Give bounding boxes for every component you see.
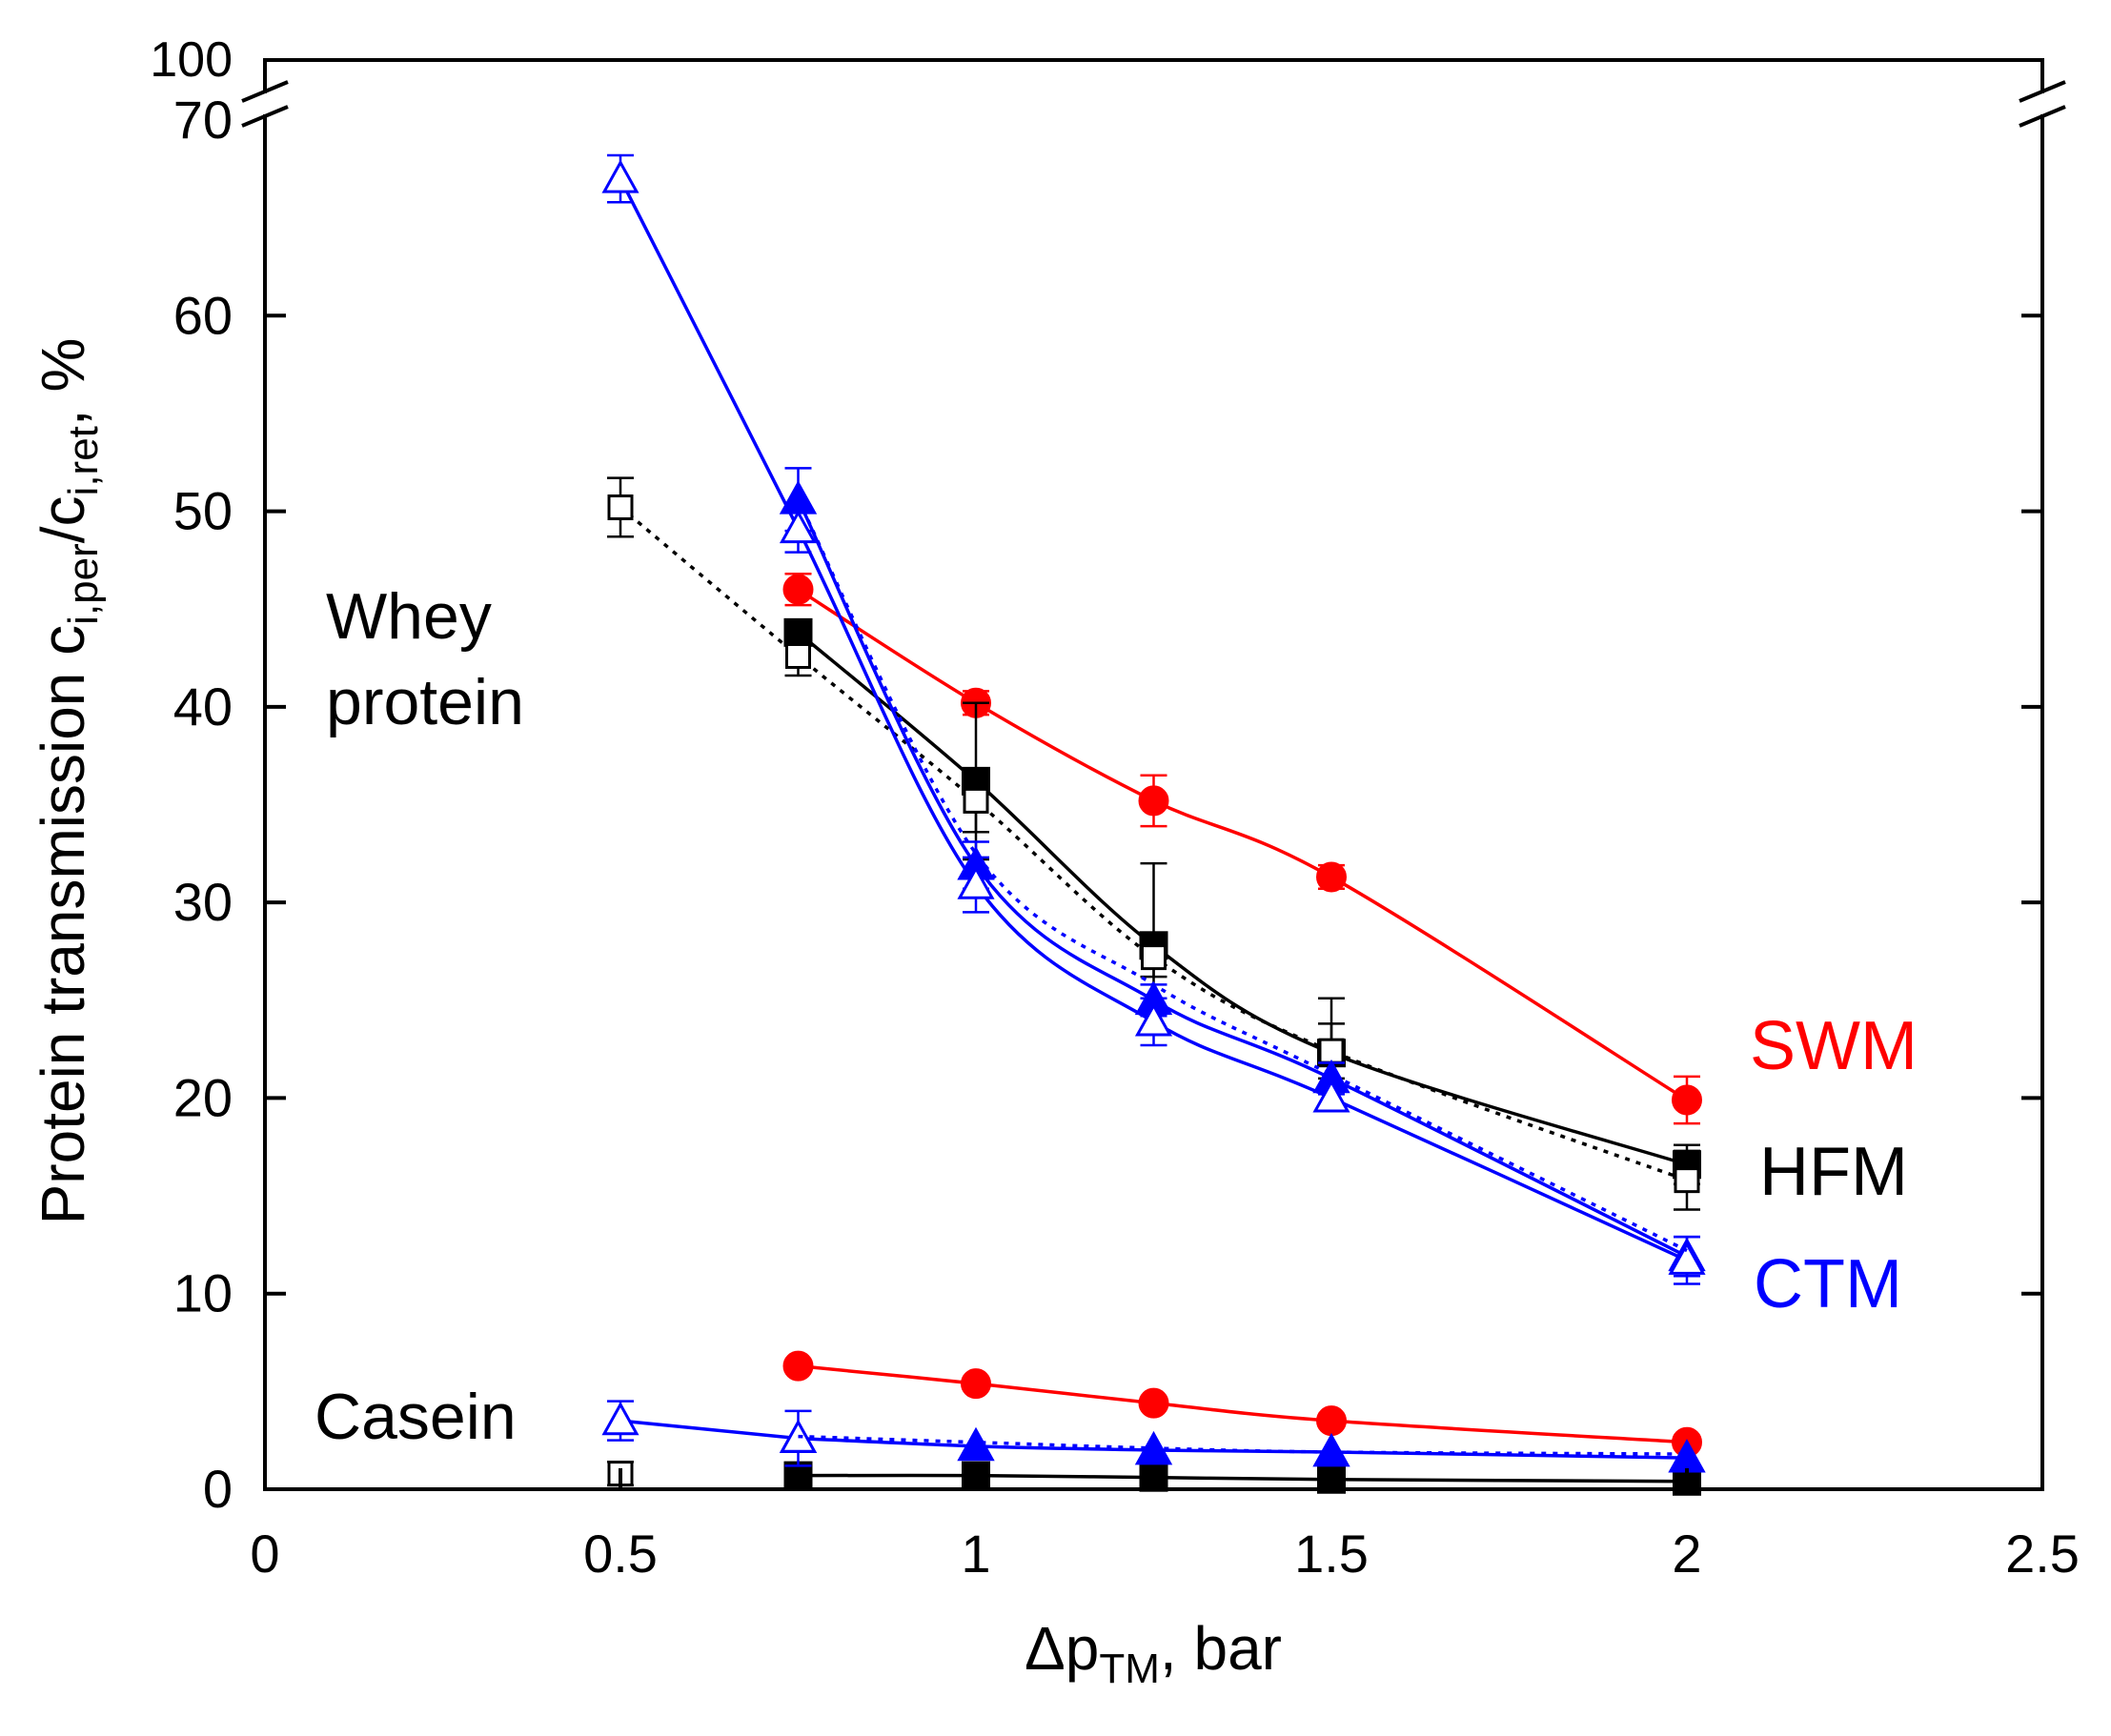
x-axis-ticks: 0 0.5 1 1.5 2 2.5 xyxy=(250,1468,2080,1584)
series-ctm-casein-triangle-open-solid xyxy=(601,1400,818,1467)
series-line xyxy=(798,1434,1688,1456)
y-tick-label: 30 xyxy=(173,872,233,932)
series-hfm-whey-square-filled-solid xyxy=(783,617,1701,1186)
data-point-circle xyxy=(782,1350,814,1382)
series-line xyxy=(797,588,1688,1101)
axis-break-gap xyxy=(2025,93,2060,114)
series-ctm-whey-none-dotted xyxy=(796,498,1688,1253)
series-line xyxy=(796,498,1688,1253)
axis-break-mark xyxy=(2019,105,2066,128)
x-tick-label: 1.5 xyxy=(1294,1524,1369,1584)
series-line xyxy=(797,631,1688,1166)
label-swm: SWM xyxy=(1750,1008,1918,1084)
annotation-whey-line2: protein xyxy=(326,666,524,738)
y-tick-label: 0 xyxy=(203,1459,233,1519)
x-tick-label: 1 xyxy=(961,1524,990,1584)
data-point-circle xyxy=(1316,861,1347,893)
x-tick-label: 0 xyxy=(250,1524,279,1584)
y-tick-label: 50 xyxy=(173,481,233,541)
series-ctm-whey-triangle-filled-solid xyxy=(779,467,1706,1278)
annotation-casein: Casein xyxy=(315,1381,517,1453)
data-point-circle xyxy=(1316,1405,1347,1437)
series-swm-whey-circle-filled-solid xyxy=(782,573,1702,1125)
data-point-triangle xyxy=(1668,1241,1706,1275)
data-point-square xyxy=(1318,1038,1345,1064)
series-line xyxy=(619,1419,799,1441)
data-point-triangle xyxy=(779,509,818,544)
y-break-top-label: 100 xyxy=(150,32,233,88)
series-line xyxy=(619,177,1688,1262)
data-point-square xyxy=(1139,1463,1168,1492)
label-hfm: HFM xyxy=(1759,1134,1908,1210)
data-point-circle xyxy=(1138,1387,1169,1419)
axis-break-mark xyxy=(2019,80,2066,103)
data-point-circle xyxy=(961,1368,991,1400)
data-point-circle xyxy=(1138,785,1169,817)
annotation-whey-line1: Whey xyxy=(326,580,492,653)
y-tick-label: 60 xyxy=(173,285,233,345)
series-ctm-casein-none-dotted xyxy=(798,1434,1688,1456)
data-point-triangle xyxy=(957,865,995,899)
data-point-circle xyxy=(782,574,814,605)
axis-break-marks xyxy=(241,80,2066,128)
y-tick-label: 70 xyxy=(173,90,233,150)
x-axis-label: ΔpTM, bar xyxy=(1025,1614,1282,1692)
series-ctm-casein-triangle-filled-solid xyxy=(779,1419,1706,1473)
data-point-circle xyxy=(1672,1084,1702,1116)
data-point-square xyxy=(1141,944,1167,971)
series-line xyxy=(798,1473,1688,1484)
series-ctm-whey-triangle-open-solid xyxy=(601,153,1706,1285)
plot-frame xyxy=(263,58,2044,1491)
axis-break-mark xyxy=(241,80,289,103)
series-hfm-whey-square-open-dotted xyxy=(607,476,1700,1211)
data-point-square xyxy=(607,494,634,520)
y-tick-label: 10 xyxy=(173,1263,233,1323)
data-point-triangle xyxy=(1312,1432,1350,1467)
axis-break-mark xyxy=(241,105,289,128)
series-line xyxy=(798,1363,1688,1444)
data-point-square xyxy=(1674,1167,1700,1194)
y-tick-label: 20 xyxy=(173,1067,233,1127)
plot-content xyxy=(601,153,1706,1496)
data-point-triangle xyxy=(601,1402,639,1436)
axis-break-gap xyxy=(248,93,282,114)
y-axis-label: Protein transmission ci,per/ci,ret, % xyxy=(29,338,107,1225)
y-tick-label: 40 xyxy=(173,676,233,737)
x-tick-label: 0.5 xyxy=(583,1524,658,1584)
series-swm-casein-circle-filled-solid xyxy=(782,1350,1702,1458)
x-tick-label: 2.5 xyxy=(2005,1524,2080,1584)
y-axis-ticks: 0 10 20 30 40 50 60 70 xyxy=(173,90,2042,1519)
x-tick-label: 2 xyxy=(1672,1524,1701,1584)
data-point-triangle xyxy=(1134,1002,1173,1037)
data-point-triangle xyxy=(1312,1079,1350,1113)
data-point-square xyxy=(963,787,989,814)
data-point-triangle xyxy=(601,159,639,193)
series-line xyxy=(796,498,1688,1259)
data-point-square xyxy=(785,642,811,669)
data-point-triangle xyxy=(957,1426,995,1462)
label-ctm: CTM xyxy=(1754,1246,1902,1322)
series-line xyxy=(619,506,1688,1182)
